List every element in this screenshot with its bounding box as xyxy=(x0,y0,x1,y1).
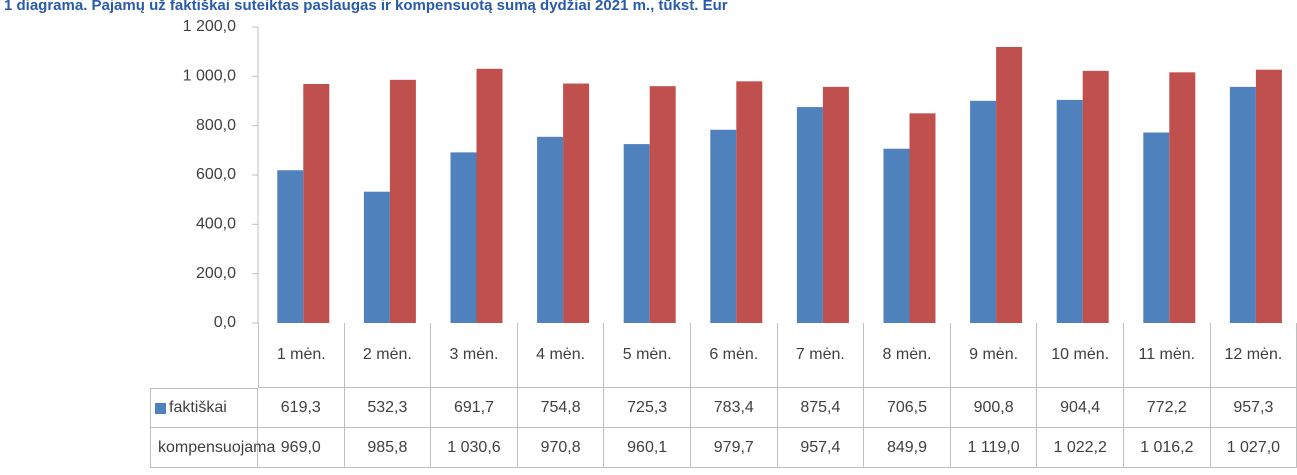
bar xyxy=(996,46,1023,323)
x-tick-label: 4 mėn. xyxy=(517,323,605,388)
bar xyxy=(796,107,823,324)
x-tick-label: 2 mėn. xyxy=(344,323,432,388)
x-tick-label: 9 mėn. xyxy=(950,323,1038,388)
x-tick-label: 5 mėn. xyxy=(604,323,691,388)
bar xyxy=(1169,72,1196,323)
data-label: 1 016,2 xyxy=(1124,428,1211,468)
data-label: 725,3 xyxy=(604,388,691,428)
data-label: 969,0 xyxy=(258,428,345,468)
data-label: 1 030,6 xyxy=(431,428,518,468)
x-tick-label: 12 mėn. xyxy=(1210,323,1297,388)
legend-label: kompensuojama xyxy=(158,438,276,456)
bar xyxy=(537,136,564,323)
x-tick-label: 6 mėn. xyxy=(691,323,778,388)
data-label: 849,9 xyxy=(864,428,951,468)
bar xyxy=(1143,132,1170,323)
bar xyxy=(1229,86,1256,323)
y-tick-label: 1 000,0 xyxy=(183,68,236,85)
x-tick-label: 1 mėn. xyxy=(258,323,345,388)
bar xyxy=(736,81,763,323)
bar xyxy=(363,191,390,323)
data-label: 1 027,0 xyxy=(1210,428,1297,468)
bar xyxy=(623,144,650,323)
data-label: 985,8 xyxy=(344,428,432,468)
data-label: 619,3 xyxy=(258,388,345,428)
x-tick-label: 7 mėn. xyxy=(777,323,865,388)
chart-title: 1 diagrama. Pajamų už faktiškai suteikta… xyxy=(4,0,728,14)
data-label: 900,8 xyxy=(950,388,1038,428)
legend-label: faktiškai xyxy=(169,399,227,416)
bar xyxy=(1082,70,1109,323)
legend-swatch xyxy=(155,402,166,414)
bar xyxy=(1255,69,1282,323)
data-label: 1 119,0 xyxy=(950,428,1038,468)
data-label: 957,4 xyxy=(777,428,865,468)
bar xyxy=(1056,99,1083,323)
legend-entry: faktiškai xyxy=(150,388,258,428)
y-tick-label: 1 200,0 xyxy=(183,18,236,35)
bar xyxy=(710,129,737,323)
bar xyxy=(450,152,477,323)
x-tick-label: 11 mėn. xyxy=(1124,323,1211,388)
data-label: 691,7 xyxy=(431,388,518,428)
y-tick-label: 600,0 xyxy=(196,166,236,183)
data-label: 904,4 xyxy=(1037,388,1124,428)
bar xyxy=(476,68,503,323)
y-tick-label: 400,0 xyxy=(196,216,236,233)
bar xyxy=(883,148,910,323)
data-label: 970,8 xyxy=(517,428,605,468)
bar xyxy=(389,79,416,323)
bar xyxy=(649,86,676,324)
data-label: 1 022,2 xyxy=(1037,428,1124,468)
bar xyxy=(909,113,936,323)
data-label: 706,5 xyxy=(864,388,951,428)
data-label: 957,3 xyxy=(1210,388,1297,428)
x-tick-label: 8 mėn. xyxy=(864,323,951,388)
data-label: 960,1 xyxy=(604,428,691,468)
bar xyxy=(303,83,330,323)
y-tick-label: 0,0 xyxy=(214,314,236,331)
data-label: 979,7 xyxy=(691,428,778,468)
legend-entry: kompensuojama xyxy=(150,428,275,468)
y-tick-label: 800,0 xyxy=(196,117,236,134)
bar xyxy=(970,100,997,323)
data-label: 875,4 xyxy=(777,388,865,428)
data-label: 532,3 xyxy=(344,388,432,428)
data-label: 754,8 xyxy=(517,388,605,428)
x-tick-label: 10 mėn. xyxy=(1037,323,1124,388)
y-tick-label: 200,0 xyxy=(196,265,236,282)
bar xyxy=(822,86,849,323)
data-label: 783,4 xyxy=(691,388,778,428)
x-tick-label: 3 mėn. xyxy=(431,323,518,388)
bar xyxy=(277,170,304,323)
data-label: 772,2 xyxy=(1124,388,1211,428)
bar xyxy=(563,83,590,323)
